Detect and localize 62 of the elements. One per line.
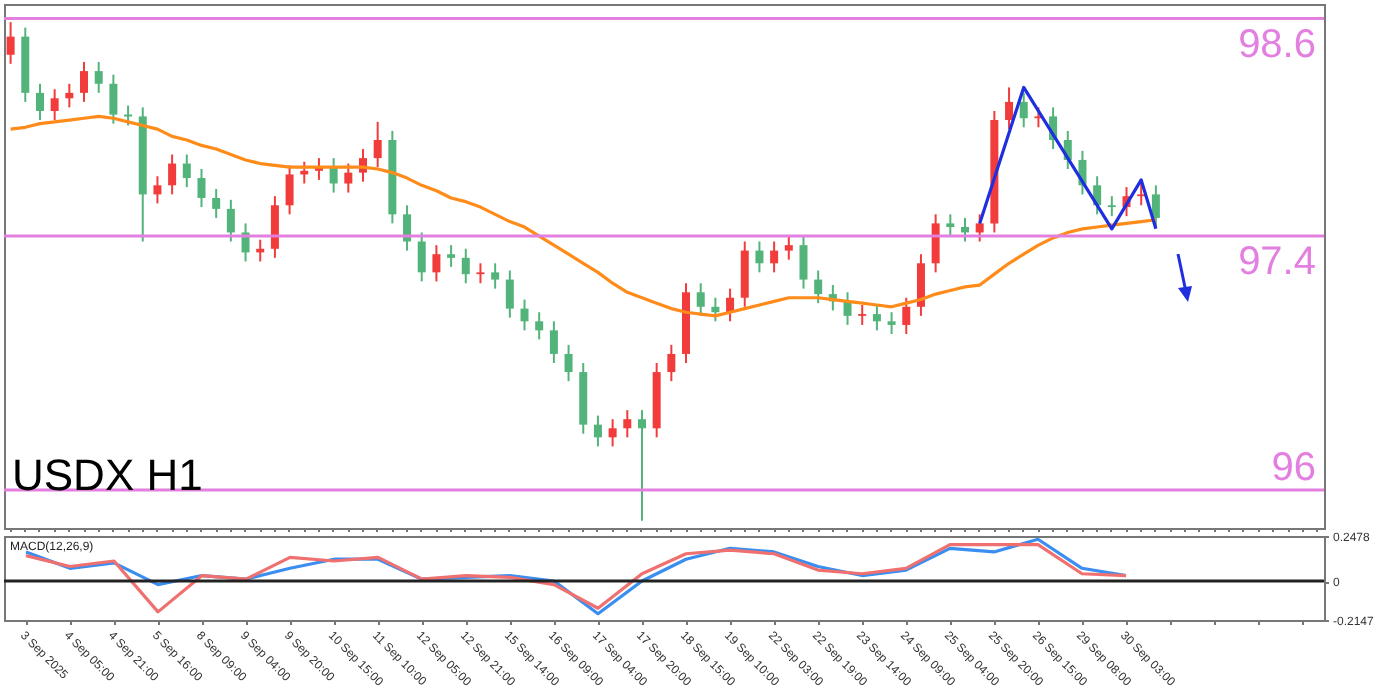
candlestick xyxy=(520,298,529,332)
candlestick xyxy=(755,240,764,274)
candlestick xyxy=(197,168,206,209)
candlestick xyxy=(887,311,896,335)
candlestick xyxy=(212,187,221,219)
candlestick xyxy=(476,262,485,285)
candlestick xyxy=(447,244,456,268)
candlestick xyxy=(417,231,426,283)
candlestick xyxy=(461,247,470,285)
ref-line-label: 97.4 xyxy=(1238,240,1316,285)
candlestick xyxy=(94,61,103,94)
candlestick xyxy=(226,198,235,243)
candlestick xyxy=(593,414,602,448)
candlestick xyxy=(285,164,294,216)
candlestick xyxy=(109,73,118,125)
candlestick xyxy=(608,418,617,448)
candlestick xyxy=(1019,91,1028,129)
candlestick xyxy=(667,343,676,383)
candlestick xyxy=(961,216,969,243)
candlestick xyxy=(1137,180,1146,207)
ref-line-label: 98.6 xyxy=(1238,22,1316,67)
candlestick xyxy=(872,303,881,332)
candlestick xyxy=(1005,86,1014,131)
ref-line-label: 96 xyxy=(1271,445,1316,490)
candlestick xyxy=(153,175,162,205)
candlestick xyxy=(931,213,940,274)
candlestick xyxy=(403,204,412,252)
candlestick xyxy=(623,409,632,439)
candlestick xyxy=(564,343,573,383)
candlestick xyxy=(505,269,514,319)
candlestick xyxy=(637,409,646,522)
candlestick xyxy=(432,244,441,283)
candlestick xyxy=(946,213,955,238)
candlestick xyxy=(270,195,279,259)
candlestick xyxy=(696,282,705,317)
candlestick xyxy=(549,320,558,364)
candlestick xyxy=(344,162,353,194)
candlestick xyxy=(916,253,925,317)
candlestick xyxy=(35,82,44,122)
annotation: USDX H1 xyxy=(12,450,203,500)
candlestick xyxy=(6,21,15,65)
candlestick xyxy=(814,269,823,305)
candlestick xyxy=(80,61,89,103)
candlestick xyxy=(843,291,852,326)
candlestick xyxy=(1151,184,1160,229)
candlestick xyxy=(770,240,779,274)
candlestick xyxy=(858,303,867,326)
candlestick xyxy=(182,153,191,189)
candlestick xyxy=(711,296,720,323)
candlestick xyxy=(168,153,177,196)
candlestick xyxy=(975,213,984,243)
candlestick xyxy=(491,262,500,290)
candlestick xyxy=(50,88,59,122)
candlestick xyxy=(1107,195,1116,218)
candlestick xyxy=(799,235,808,290)
candlestick xyxy=(373,120,382,169)
candlestick xyxy=(784,235,793,261)
candlestick xyxy=(65,82,74,109)
candlestick xyxy=(535,311,544,341)
candlestick xyxy=(329,157,338,194)
candlestick xyxy=(740,240,749,308)
candlestick xyxy=(902,296,911,335)
